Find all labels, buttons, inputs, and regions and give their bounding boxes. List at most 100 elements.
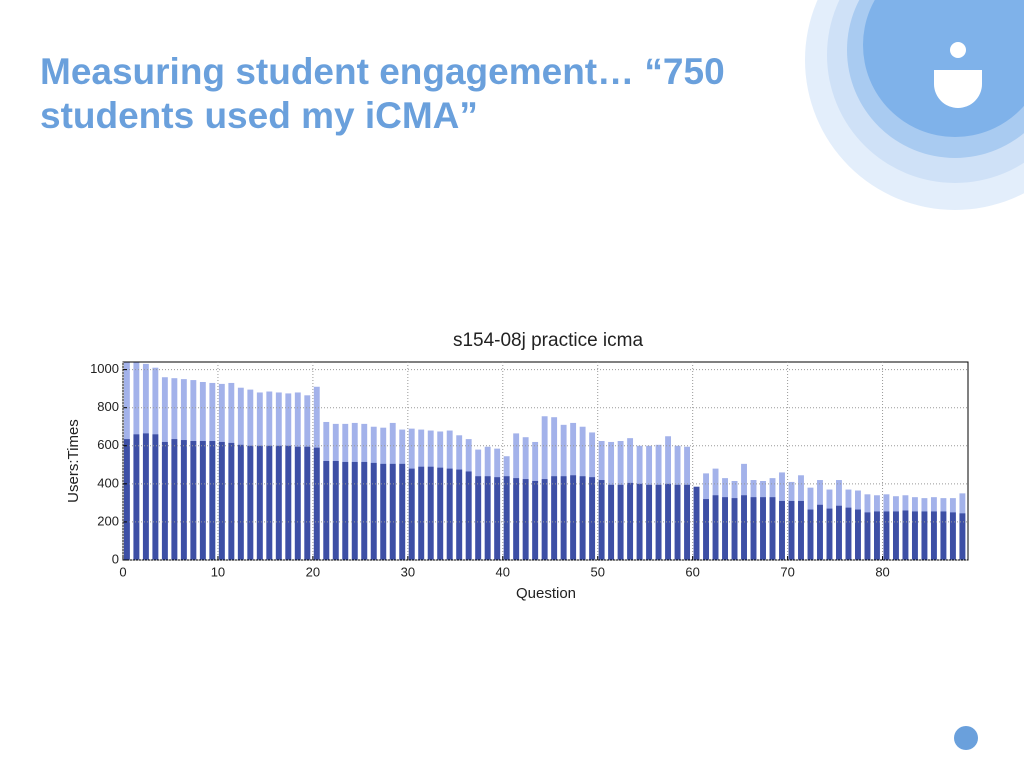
bar <box>152 434 159 560</box>
bar <box>940 511 947 560</box>
x-tick-label: 80 <box>875 564 889 579</box>
bar <box>949 512 956 560</box>
bar <box>807 509 814 560</box>
bar <box>171 439 178 560</box>
bar <box>247 445 254 560</box>
bar <box>133 434 140 560</box>
bar <box>513 478 520 560</box>
bar <box>921 511 928 560</box>
bar <box>351 461 358 560</box>
bar <box>608 484 615 560</box>
bar <box>228 442 235 560</box>
bar <box>655 484 662 560</box>
bar <box>798 500 804 560</box>
bar <box>959 513 966 560</box>
bar <box>342 461 349 560</box>
bar <box>788 500 795 560</box>
bar <box>570 475 577 560</box>
bar <box>911 511 918 560</box>
bar <box>522 479 529 560</box>
bar <box>389 463 396 560</box>
bar <box>437 467 444 560</box>
bar <box>285 445 292 560</box>
bar <box>845 507 852 560</box>
bar <box>266 445 273 560</box>
bar <box>864 512 871 560</box>
bar <box>408 468 415 560</box>
bar <box>142 433 149 560</box>
bar <box>779 500 785 560</box>
bar <box>209 441 216 560</box>
bar <box>332 461 339 560</box>
bar <box>237 444 244 560</box>
bar <box>693 486 700 560</box>
bar <box>551 476 558 560</box>
bar <box>836 505 842 560</box>
bar <box>883 511 890 560</box>
bar <box>313 447 320 560</box>
bar <box>874 511 880 560</box>
bar <box>826 508 833 560</box>
bar <box>418 466 425 560</box>
bar <box>494 477 501 560</box>
bar <box>617 484 624 560</box>
bar <box>741 495 747 560</box>
chart-title: s154-08j practice icma <box>453 330 644 351</box>
bar <box>161 441 168 560</box>
x-tick-label: 10 <box>211 564 225 579</box>
bar <box>218 441 225 560</box>
bar <box>180 440 187 560</box>
bar <box>760 497 766 560</box>
y-tick-label: 600 <box>97 437 119 452</box>
bar <box>475 476 482 560</box>
slide-title: Measuring student engagement… “750 stude… <box>40 51 725 137</box>
x-tick-label: 30 <box>401 564 415 579</box>
dot <box>954 726 978 750</box>
bar <box>769 497 776 560</box>
y-tick-label: 1000 <box>90 361 119 376</box>
y-tick-label: 200 <box>97 513 119 528</box>
bar <box>674 484 681 560</box>
bar <box>399 463 406 560</box>
bar <box>665 483 672 560</box>
bar <box>484 476 491 560</box>
x-tick-label: 40 <box>496 564 510 579</box>
bar <box>646 484 653 560</box>
bar <box>902 510 909 560</box>
bar <box>560 476 567 560</box>
plot-area <box>123 362 966 560</box>
bar <box>930 511 937 560</box>
bar <box>199 441 206 560</box>
x-tick-label: 0 <box>119 564 126 579</box>
bar <box>190 441 197 560</box>
ring <box>863 0 1024 137</box>
y-tick-label: 800 <box>97 399 119 414</box>
bar <box>446 468 453 560</box>
bar <box>589 477 596 560</box>
bar <box>855 509 861 560</box>
bar <box>892 511 899 560</box>
x-tick-label: 20 <box>306 564 320 579</box>
logo-shape <box>934 70 982 108</box>
y-tick-label: 0 <box>112 551 119 566</box>
bar <box>456 469 463 560</box>
bar <box>370 462 377 560</box>
bar <box>598 480 605 560</box>
bar <box>731 498 738 560</box>
bar <box>294 446 301 560</box>
bar <box>361 461 368 560</box>
bar <box>123 439 130 560</box>
x-tick-label: 60 <box>685 564 699 579</box>
y-axis-label: Users:Times <box>65 419 82 503</box>
bar <box>712 495 719 560</box>
bar <box>304 446 311 560</box>
bar <box>541 479 548 560</box>
bar <box>532 480 539 560</box>
bar <box>817 504 823 560</box>
bar <box>380 463 387 560</box>
x-tick-label: 50 <box>590 564 604 579</box>
bar <box>750 497 757 560</box>
